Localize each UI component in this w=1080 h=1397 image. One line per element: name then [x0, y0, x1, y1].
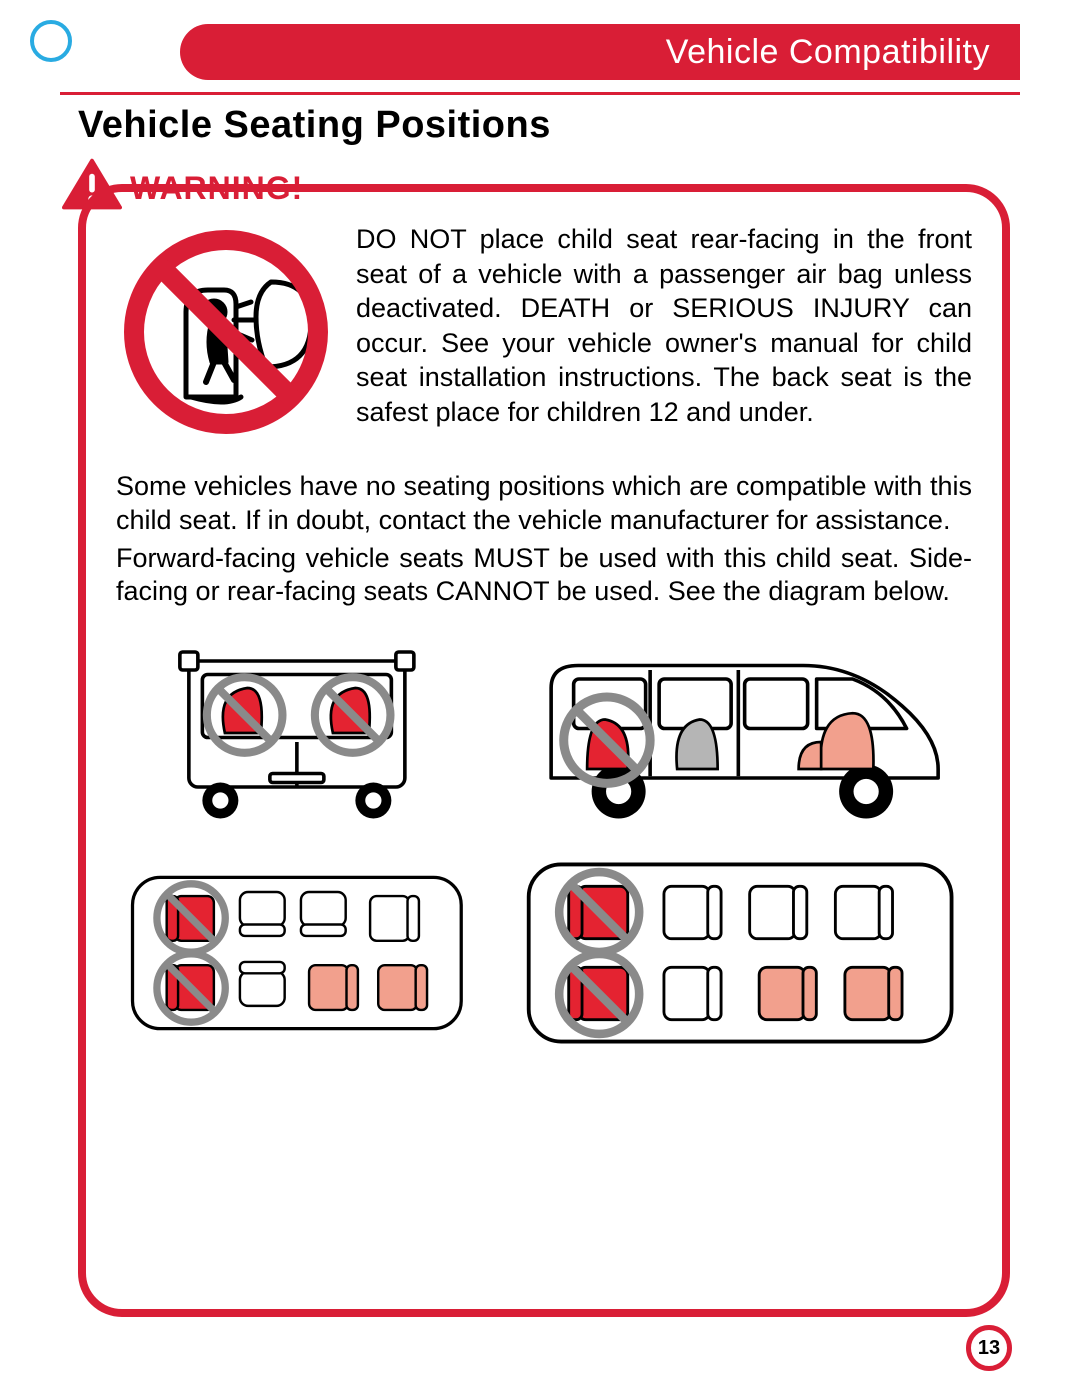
page-number-badge: 13 — [966, 1325, 1012, 1371]
warning-text: DO NOT place child seat rear-facing in t… — [356, 222, 972, 442]
diagrams-grid — [116, 643, 972, 1053]
header-title: Vehicle Compatibility — [666, 33, 990, 72]
section-title: Vehicle Seating Positions — [78, 104, 551, 147]
diagram-bus-top-a — [126, 853, 468, 1053]
diagram-van-side — [518, 643, 962, 823]
corner-circle-icon — [30, 20, 72, 62]
diagram-bus-top-b — [518, 853, 962, 1053]
title-rule — [60, 92, 1020, 95]
diagram-suv-rear — [126, 643, 468, 823]
prohibit-airbag-icon — [116, 222, 336, 442]
body-para-1: Some vehicles have no seating positions … — [116, 470, 972, 538]
page-number: 13 — [978, 1337, 1000, 1360]
content-panel: DO NOT place child seat rear-facing in t… — [78, 184, 1010, 1317]
warning-block: DO NOT place child seat rear-facing in t… — [116, 222, 972, 442]
body-para-2: Forward-facing vehicle seats MUST be use… — [116, 542, 972, 610]
header-bar: Vehicle Compatibility — [180, 24, 1020, 80]
